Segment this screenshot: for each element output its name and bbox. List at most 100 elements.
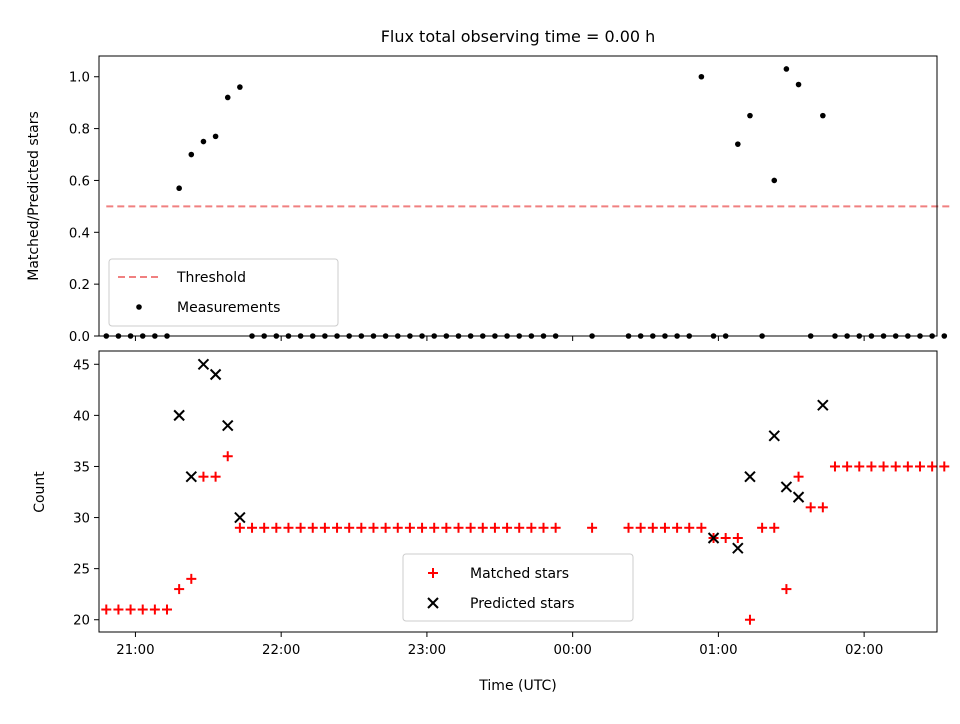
- measurement-point: [783, 66, 790, 72]
- legend-measurement-swatch: [136, 304, 142, 310]
- legend-frame: [402, 553, 634, 622]
- measurement-point: [771, 177, 778, 184]
- matched-star-point: [222, 451, 233, 462]
- matched-star-point: [854, 461, 865, 472]
- y-tick-label: 1.0: [69, 71, 90, 86]
- x-tick-label: 00:00: [553, 643, 591, 658]
- matched-star-point: [805, 502, 816, 513]
- matched-star-point: [162, 604, 173, 615]
- matched-star-point: [744, 614, 755, 625]
- matched-star-point: [866, 461, 877, 472]
- predicted-star-point: [209, 368, 222, 381]
- predicted-star-point: [792, 491, 805, 503]
- matched-star-point: [514, 522, 525, 533]
- bottom-y-ticks: 20 25 30 35 40 45: [73, 358, 99, 629]
- predicted-star-point: [707, 532, 720, 544]
- measurement-point: [237, 84, 243, 90]
- matched-star-point: [550, 522, 561, 533]
- matched-star-point: [817, 502, 828, 513]
- cross-stroke-b: [792, 491, 805, 503]
- matched-star-point: [137, 604, 148, 615]
- matched-star-point: [781, 584, 792, 595]
- cross-stroke-b: [209, 368, 222, 381]
- x-tick-label: 01:00: [699, 643, 737, 658]
- cross-stroke-b: [427, 597, 439, 609]
- top-marks: [103, 66, 952, 339]
- cross-stroke-b: [732, 542, 744, 554]
- cross-stroke-b: [222, 419, 234, 432]
- y-tick-label: 0.6: [69, 174, 90, 189]
- matched-star-point: [793, 471, 804, 482]
- matched-star-point: [477, 522, 488, 533]
- matched-star-point: [392, 522, 403, 533]
- cross-stroke-b: [197, 358, 210, 370]
- matched-star-point: [283, 522, 294, 533]
- matched-star-point: [332, 522, 343, 533]
- bottom-legend: Matched stars Predicted stars: [402, 553, 634, 622]
- matched-star-point: [502, 522, 513, 533]
- top-y-axis-label: Matched/Predicted stars: [26, 111, 42, 281]
- cross-stroke-b: [817, 399, 829, 411]
- matched-star-point: [489, 522, 500, 533]
- matched-star-point: [769, 522, 780, 533]
- matched-star-point: [271, 522, 282, 533]
- bottom-panel-frame: [98, 350, 938, 633]
- x-tick-label: 22:00: [262, 643, 300, 658]
- matched-star-point: [453, 522, 464, 533]
- predicted-star-point: [234, 511, 246, 524]
- matched-star-point: [623, 522, 634, 533]
- matched-star-point: [198, 471, 209, 482]
- matched-star-point: [587, 522, 598, 533]
- y-tick-label: 25: [73, 563, 90, 578]
- legend-threshold-label: Threshold: [176, 270, 246, 286]
- matched-star-point: [696, 522, 707, 533]
- legend-measurement-label: Measurements: [177, 300, 280, 316]
- top-panel: 0.0 0.2 0.4 0.6 0.8 1.0 Matched/Predicted sta…: [26, 55, 952, 345]
- matched-star-point: [939, 461, 950, 472]
- y-tick-label: 0.8: [69, 123, 90, 138]
- top-legend: Threshold Measurements: [108, 258, 339, 327]
- matched-star-point: [526, 522, 537, 533]
- measurement-point: [200, 138, 207, 145]
- matched-star-point: [878, 461, 889, 472]
- measurement-point: [747, 112, 753, 119]
- matched-star-point: [465, 522, 476, 533]
- measurement-point: [212, 133, 219, 140]
- matched-star-point: [429, 522, 440, 533]
- top-x-ticks: [134, 336, 865, 341]
- legend-matched-swatch: [428, 568, 438, 578]
- cross-stroke-b: [768, 430, 780, 442]
- y-tick-label: 30: [73, 512, 90, 527]
- matched-star-point: [210, 471, 221, 482]
- x-tick-label: 02:00: [845, 643, 883, 658]
- legend-matched-label: Matched stars: [470, 566, 569, 582]
- predicted-star-point: [185, 470, 198, 483]
- matched-star-point: [186, 573, 197, 584]
- matched-star-point: [538, 522, 549, 533]
- matched-star-point: [101, 604, 112, 615]
- x-tick-label: 21:00: [116, 643, 154, 658]
- predicted-star-point: [744, 470, 756, 483]
- y-tick-label: 0.4: [69, 226, 90, 241]
- measurement-point: [795, 81, 802, 88]
- matched-star-point: [404, 522, 415, 533]
- matched-star-point: [234, 522, 245, 533]
- matched-star-point: [368, 522, 379, 533]
- matched-star-point: [307, 522, 318, 533]
- predicted-star-point: [197, 358, 210, 370]
- y-tick-label: 40: [73, 409, 90, 424]
- matched-star-point: [149, 604, 160, 615]
- matched-star-point: [356, 522, 367, 533]
- bottom-x-axis-label: Time (UTC): [478, 678, 556, 694]
- measurement-point: [188, 151, 195, 158]
- matched-star-point: [380, 522, 391, 533]
- matched-star-point: [720, 532, 731, 543]
- matched-star-point: [174, 584, 185, 595]
- matched-star-point: [732, 532, 743, 543]
- legend-predicted-swatch: [427, 597, 439, 609]
- matched-star-point: [344, 522, 355, 533]
- cross-stroke-b: [234, 511, 246, 524]
- matched-star-point: [672, 522, 683, 533]
- predicted-star-point: [173, 409, 185, 422]
